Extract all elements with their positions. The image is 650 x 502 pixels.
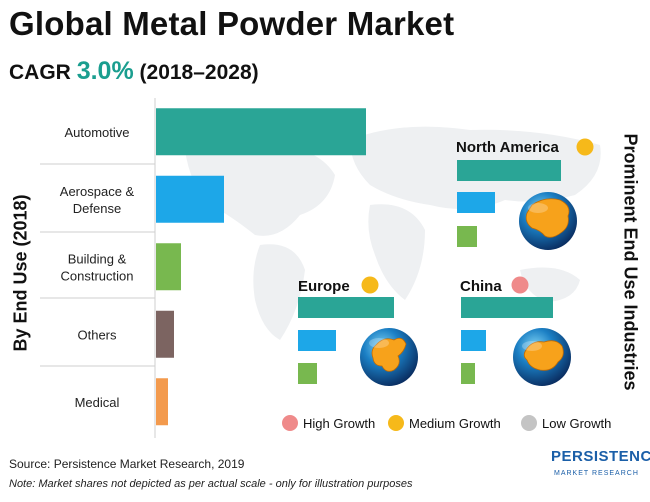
note-text: Note: Market shares not depicted as per … xyxy=(9,478,413,490)
category-label-1: Automotive xyxy=(64,125,129,140)
logo-line2: MARKET RESEARCH xyxy=(554,470,639,477)
region-north-america: North America xyxy=(456,138,594,250)
legend-swatch-low xyxy=(521,415,537,431)
category-label-4: Others xyxy=(77,327,117,342)
category-label-5: Medical xyxy=(75,395,120,410)
region-title-north-america: North America xyxy=(456,139,559,156)
page-title: Global Metal Powder Market xyxy=(9,5,455,42)
growth-dot-north-america xyxy=(576,138,594,156)
globe-europe-icon xyxy=(360,328,418,386)
europe-bar-3 xyxy=(298,363,317,384)
europe-bar-2 xyxy=(298,330,336,351)
europe-bar-1 xyxy=(298,297,394,318)
cagr-period: (2018–2028) xyxy=(139,61,259,84)
china-bar-3 xyxy=(461,363,475,384)
bar-2 xyxy=(156,175,224,223)
legend-label-medium: Medium Growth xyxy=(409,416,501,431)
logo-line1: PERSISTENCE xyxy=(551,448,650,465)
main-bars xyxy=(156,108,366,426)
region-china: China xyxy=(460,276,571,386)
north-america-bar-2 xyxy=(457,192,495,213)
row-separators xyxy=(40,98,156,438)
bar-5 xyxy=(156,378,168,426)
region-title-europe: Europe xyxy=(298,278,350,295)
growth-legend: High Growth Medium Growth Low Growth xyxy=(282,415,611,431)
company-logo: PERSISTENCE MARKET RESEARCH xyxy=(551,448,650,493)
europe-bars xyxy=(298,297,394,384)
source-text: Source: Persistence Market Research, 201… xyxy=(9,457,245,471)
legend-label-low: Low Growth xyxy=(542,416,611,431)
category-labels: Automotive Aerospace & Defense Building & Co… xyxy=(60,125,135,410)
category-label-2: Aerospace & Defense xyxy=(60,184,135,216)
china-bar-2 xyxy=(461,330,486,351)
globe-north-america-icon xyxy=(519,192,577,250)
legend-swatch-medium xyxy=(388,415,404,431)
bar-1 xyxy=(156,108,366,156)
china-bar-1 xyxy=(461,297,553,318)
globe-china-icon xyxy=(513,328,571,386)
north-america-bars xyxy=(457,160,561,247)
legend-label-high: High Growth xyxy=(303,416,375,431)
china-bars xyxy=(461,297,553,384)
bar-4 xyxy=(156,310,174,358)
north-america-bar-1 xyxy=(457,160,561,181)
growth-dot-europe xyxy=(361,276,379,294)
north-america-bar-3 xyxy=(457,226,477,247)
cagr-value: 3.0% xyxy=(76,57,134,85)
bar-3 xyxy=(156,243,181,291)
region-title-china: China xyxy=(460,278,502,295)
cagr-line: CAGR 3.0% (2018–2028) xyxy=(9,57,259,86)
category-label-3: Building & Construction xyxy=(61,251,134,283)
legend-swatch-high xyxy=(282,415,298,431)
cagr-label: CAGR xyxy=(9,61,71,84)
region-europe: Europe xyxy=(298,276,418,386)
growth-dot-china xyxy=(511,276,529,294)
